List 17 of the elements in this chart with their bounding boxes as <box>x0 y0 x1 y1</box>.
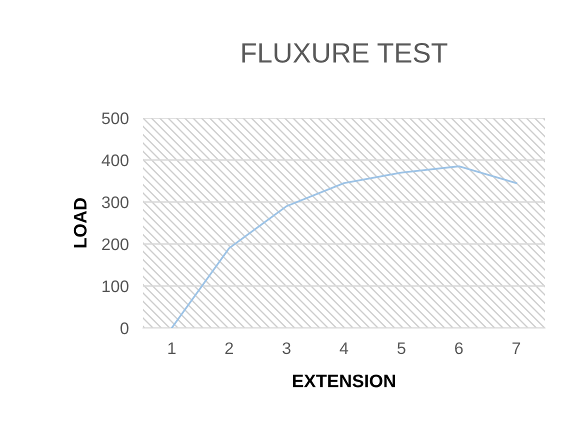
x-tick-label: 6 <box>455 342 463 354</box>
y-tick-label: 200 <box>102 238 128 250</box>
y-tick-label: 100 <box>102 280 128 292</box>
x-tick-label: 4 <box>340 342 348 354</box>
chart-title: FLUXURE TEST <box>242 43 448 63</box>
y-tick-label: 300 <box>102 196 128 208</box>
x-tick-label: 2 <box>225 342 233 354</box>
x-axis-title: EXTENSION <box>293 374 395 388</box>
x-tick-label: 3 <box>282 342 290 354</box>
y-tick-label: 0 <box>120 322 128 334</box>
x-tick-label: 7 <box>512 342 520 354</box>
x-tick-label: 5 <box>397 342 406 354</box>
y-axis-title: LOAD <box>74 198 87 248</box>
line-series <box>170 165 518 328</box>
x-tick-label: 1 <box>168 342 176 354</box>
y-tick-label: 500 <box>102 112 128 124</box>
y-tick-label: 400 <box>102 154 128 166</box>
